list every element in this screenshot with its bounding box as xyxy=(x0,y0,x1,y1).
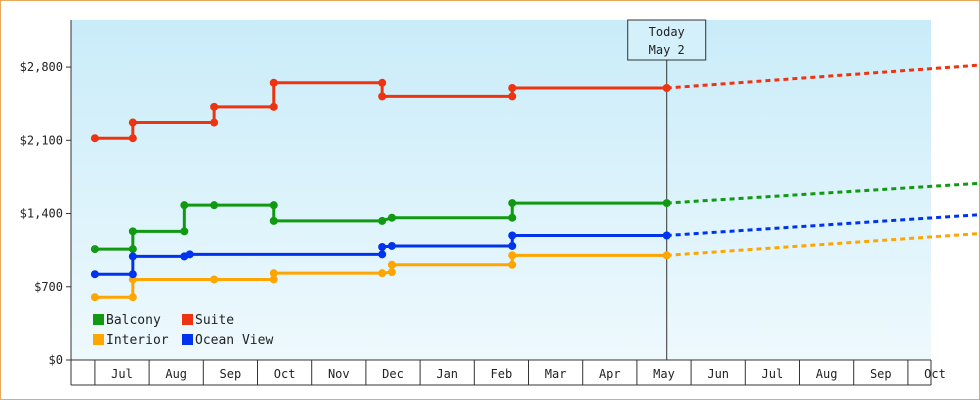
axes: $0 $700 $1,400 $2,100 $2,800 Jul Aug Sep Oct Nov D… xyxy=(20,20,946,386)
today-date-label: May 2 xyxy=(649,43,685,57)
legend: Balcony Suite Interior Ocean View xyxy=(93,313,273,348)
data-point xyxy=(128,118,137,127)
data-point xyxy=(180,227,189,236)
x-tick-label: Mar xyxy=(545,367,567,381)
x-tick-label: Sep xyxy=(870,367,892,381)
data-point xyxy=(508,251,517,260)
x-tick-label: Dec xyxy=(382,367,404,381)
y-tick-label: $0 xyxy=(49,353,63,367)
data-point xyxy=(378,92,387,101)
y-tick-label: $2,100 xyxy=(20,133,63,147)
series-forecast-line xyxy=(666,231,980,257)
x-tick-label: May xyxy=(653,367,675,381)
series-forecast-line xyxy=(666,63,980,90)
data-point xyxy=(508,199,517,208)
legend-label: Ocean View xyxy=(195,333,273,348)
data-point xyxy=(128,227,137,236)
x-tick-label: Jan xyxy=(436,367,458,381)
data-point xyxy=(387,268,396,277)
legend-swatch xyxy=(182,314,193,325)
x-tick-label: Sep xyxy=(220,367,242,381)
series-layer xyxy=(90,63,980,302)
y-tick-label: $1,400 xyxy=(20,207,63,221)
data-point xyxy=(378,250,387,259)
data-point xyxy=(90,293,99,302)
data-point xyxy=(185,250,194,259)
data-point xyxy=(210,118,219,127)
legend-label: Interior xyxy=(106,333,169,348)
x-tick-label: Aug xyxy=(165,367,187,381)
legend-label: Balcony xyxy=(106,313,161,328)
x-tick-label: Jul xyxy=(762,367,784,381)
data-point xyxy=(378,269,387,278)
data-point xyxy=(269,269,278,278)
x-tick-label: Oct xyxy=(274,367,296,381)
legend-label: Suite xyxy=(195,313,234,328)
data-point xyxy=(210,275,219,284)
legend-swatch xyxy=(93,334,104,345)
data-point xyxy=(180,201,189,210)
x-tick-label: Jul xyxy=(111,367,133,381)
today-marker: Today May 2 xyxy=(627,19,707,360)
data-point xyxy=(387,241,396,250)
data-point xyxy=(269,201,278,210)
data-point xyxy=(128,293,137,302)
data-point xyxy=(662,251,671,260)
data-point xyxy=(662,84,671,92)
data-point xyxy=(128,245,137,254)
data-point xyxy=(508,84,517,92)
data-point xyxy=(508,260,517,269)
x-tick-label: Oct xyxy=(924,367,946,381)
x-tick-label: Apr xyxy=(599,367,621,381)
x-tick-label: Aug xyxy=(816,367,838,381)
data-point xyxy=(378,243,387,252)
x-tick-label: Feb xyxy=(491,367,513,381)
series-forecast-line xyxy=(666,213,980,238)
data-point xyxy=(90,245,99,254)
data-point xyxy=(269,102,278,111)
data-point xyxy=(128,252,137,261)
data-point xyxy=(128,134,137,143)
x-tick-label: Nov xyxy=(328,367,350,381)
data-point xyxy=(508,213,517,222)
data-point xyxy=(269,216,278,225)
data-point xyxy=(662,199,671,208)
y-tick-label: $700 xyxy=(34,280,63,294)
data-point xyxy=(508,92,517,101)
data-point xyxy=(90,134,99,143)
data-point xyxy=(378,78,387,87)
data-point xyxy=(508,241,517,250)
today-label: Today xyxy=(649,25,685,39)
data-point xyxy=(387,213,396,222)
x-tick-label: Jun xyxy=(707,367,729,381)
data-point xyxy=(387,260,396,269)
data-point xyxy=(210,201,219,210)
plot-area xyxy=(71,20,931,360)
data-point xyxy=(269,78,278,87)
data-point xyxy=(662,231,671,240)
legend-swatch xyxy=(182,334,193,345)
series-forecast-line xyxy=(666,181,980,205)
data-point xyxy=(90,270,99,279)
today-box xyxy=(627,19,707,61)
data-point xyxy=(210,102,219,111)
y-tick-label: $2,800 xyxy=(20,60,63,74)
data-point xyxy=(508,231,517,240)
data-point xyxy=(378,216,387,225)
legend-swatch xyxy=(93,314,104,325)
data-point xyxy=(269,275,278,284)
data-point xyxy=(128,270,137,279)
